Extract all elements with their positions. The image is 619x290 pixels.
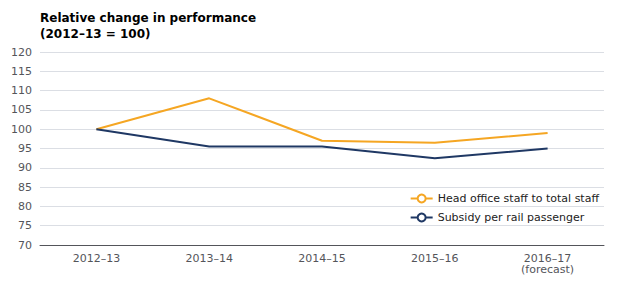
svg-text:80: 80 (18, 200, 32, 213)
svg-text:90: 90 (18, 161, 32, 174)
svg-text:Head office staff to total sta: Head office staff to total staff (438, 192, 600, 205)
svg-text:85: 85 (18, 181, 32, 194)
svg-text:70: 70 (18, 239, 32, 252)
svg-text:2014–15: 2014–15 (298, 252, 346, 265)
svg-text:120: 120 (11, 46, 32, 59)
svg-text:100: 100 (11, 123, 32, 136)
svg-text:95: 95 (18, 142, 32, 155)
svg-text:110: 110 (11, 84, 32, 97)
svg-text:Relative change in performance: Relative change in performance (40, 11, 256, 25)
svg-text:Subsidy per rail passenger: Subsidy per rail passenger (438, 211, 585, 224)
svg-text:(2012–13 = 100): (2012–13 = 100) (40, 27, 151, 41)
svg-text:105: 105 (11, 103, 32, 116)
svg-text:2012–13: 2012–13 (73, 252, 121, 265)
svg-text:(forecast): (forecast) (521, 263, 574, 276)
svg-text:2015–16: 2015–16 (411, 252, 459, 265)
svg-text:115: 115 (11, 65, 32, 78)
svg-text:2016–17: 2016–17 (523, 252, 572, 265)
svg-text:75: 75 (18, 219, 32, 232)
svg-text:2013–14: 2013–14 (185, 252, 233, 265)
